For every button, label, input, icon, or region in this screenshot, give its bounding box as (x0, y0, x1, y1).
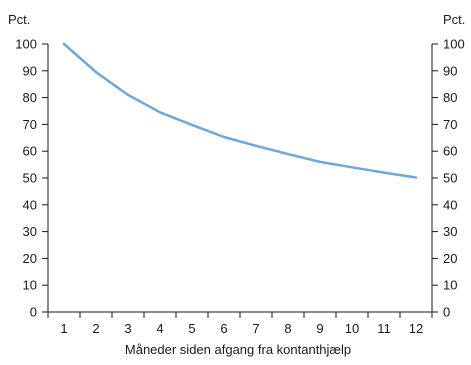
x-tick-label: 9 (316, 321, 323, 336)
x-tick-label: 5 (188, 321, 195, 336)
y-tick-label-right: 20 (443, 251, 457, 266)
y-axis-label-left: Pct. (8, 12, 30, 27)
y-tick-label-left: 30 (23, 224, 37, 239)
y-tick-label-right: 50 (443, 171, 457, 186)
x-tick-label: 12 (409, 321, 423, 336)
y-tick-label-right: 90 (443, 63, 457, 78)
series-line (62, 42, 418, 179)
x-tick-label: 6 (220, 321, 227, 336)
y-tick-label-left: 40 (23, 197, 37, 212)
y-tick-label-left: 20 (23, 251, 37, 266)
x-tick-label: 3 (124, 321, 131, 336)
x-tick-label: 4 (156, 321, 163, 336)
y-tick-label-left: 100 (15, 37, 37, 52)
y-tick-label-right: 80 (443, 90, 457, 105)
x-tick-label: 1 (60, 321, 67, 336)
y-tick-label-left: 60 (23, 144, 37, 159)
x-tick-label: 7 (252, 321, 259, 336)
y-tick-label-left: 10 (23, 278, 37, 293)
x-tick-label: 8 (284, 321, 291, 336)
y-axis-label-right: Pct. (443, 12, 465, 27)
y-tick-label-left: 90 (23, 63, 37, 78)
y-tick-label-right: 30 (443, 224, 457, 239)
y-tick-label-right: 100 (443, 37, 465, 52)
y-tick-label-left: 70 (23, 117, 37, 132)
y-tick-label-left: 50 (23, 171, 37, 186)
y-tick-label-left: 0 (30, 305, 37, 320)
x-tick-label: 2 (92, 321, 99, 336)
y-tick-label-right: 40 (443, 197, 457, 212)
y-tick-label-right: 60 (443, 144, 457, 159)
y-tick-label-left: 80 (23, 90, 37, 105)
y-tick-label-right: 70 (443, 117, 457, 132)
x-tick-label: 10 (345, 321, 359, 336)
x-tick-label: 11 (377, 321, 391, 336)
y-tick-label-right: 10 (443, 278, 457, 293)
x-axis-label: Måneder siden afgang fra kontanthjælp (125, 342, 351, 357)
y-tick-label-right: 0 (443, 305, 450, 320)
